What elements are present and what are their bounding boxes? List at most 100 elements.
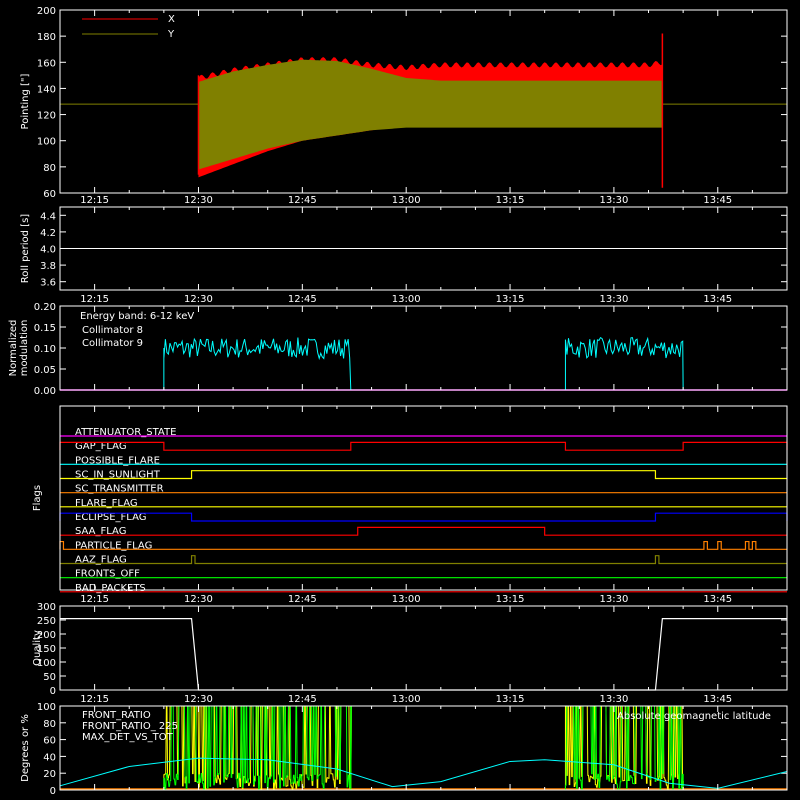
flag-label-5: FLARE_FLAG [75,498,138,509]
y-tick-label-4-5: 250 [37,616,56,627]
y-tick-label-2-4: 0.20 [34,302,56,313]
y-axis-label-0: Pointing ["] [20,73,31,129]
flag-label-0: ATTENUATOR_STATE [75,427,176,438]
x-tick-label-2: 12:45 [288,694,317,705]
y-axis-label-2a: Normalized [8,320,19,377]
y-tick-label-0-7: 200 [37,6,56,17]
y-tick-label-5-0: 0 [50,786,56,797]
x-tick-label-5: 13:30 [599,294,628,305]
panel-frame-4 [59,605,788,691]
legend-y-label: Y [167,29,175,40]
x-tick-label-1: 12:30 [184,294,213,305]
y-tick-label-5-1: 20 [43,769,56,780]
y-tick-label-0-2: 100 [37,137,56,148]
flag-label-7: SAA_FLAG [75,526,126,537]
y-tick-label-4-4: 200 [37,630,56,641]
panel-frame-2 [59,305,788,391]
y-tick-label-0-5: 160 [37,58,56,69]
y-tick-label-0-4: 140 [37,84,56,95]
flag-label-4: SC_TRANSMITTER [75,484,164,495]
y-tick-label-2-0: 0.00 [34,386,56,397]
legend-max-det: MAX_DET_VS_TOT [82,732,174,743]
x-tick-label-4: 13:15 [496,594,525,605]
flag-line-3 [60,470,787,480]
panel-frame-5 [59,705,788,791]
x-tick-label-5: 13:30 [599,195,628,206]
legend-geomagnetic-latitude: Absolute geomagnetic latitude [617,711,771,722]
x-tick-label-0: 12:15 [80,694,109,705]
flag-label-8: PARTICLE_FLAG [75,540,152,551]
x-tick-label-0: 12:15 [80,195,109,206]
legend-front-ratio-225: FRONT_RATIO_ 225 [82,721,178,732]
x-tick-label-4: 13:15 [496,294,525,305]
y-tick-label-0-6: 180 [37,32,56,43]
flag-label-9: AAZ_FLAG [75,555,127,566]
y-tick-label-4-3: 150 [37,644,56,655]
x-tick-label-6: 13:45 [703,694,732,705]
flag-line-6 [59,512,788,522]
x-tick-label-5: 13:30 [599,694,628,705]
y-tick-label-2-1: 0.05 [34,365,56,376]
y-axis-label-2: modulation [19,320,30,377]
y-tick-label-1-0: 3.6 [40,278,56,289]
legend-collimator-9: Collimator 9 [82,338,143,349]
x-tick-label-1: 12:30 [184,694,213,705]
flag-line-8 [59,540,787,550]
legend-x-label: X [168,14,175,25]
energy-band-label: Energy band: 6-12 keV [80,311,194,322]
y-tick-label-4-6: 300 [37,602,56,613]
x-tick-label-1: 12:30 [184,195,213,206]
legend-front-ratio: FRONT_RATIO [82,710,151,721]
x-tick-label-6: 13:45 [703,294,732,305]
y-tick-label-2-3: 0.15 [34,323,56,334]
y-axis-label-3: Flags [32,485,43,511]
flag-label-6: ECLIPSE_FLAG [75,512,146,523]
y-tick-label-4-2: 100 [37,658,56,669]
x-tick-label-4: 13:15 [496,694,525,705]
y-tick-label-5-4: 80 [43,719,56,730]
collimator-8-segment-0 [163,337,352,391]
y-tick-label-0-1: 80 [43,163,56,174]
x-tick-label-3: 13:00 [392,195,421,206]
y-tick-label-5-3: 60 [43,736,56,747]
legend-collimator-8: Collimator 8 [82,325,143,336]
y-tick-label-0-0: 60 [43,189,56,200]
y-tick-label-0-3: 120 [37,111,56,122]
y-tick-label-2-2: 0.10 [34,344,56,355]
geomagnetic-latitude-line [59,757,788,789]
collimator-8-segment-1 [564,336,684,391]
x-tick-label-5: 13:30 [599,594,628,605]
y-axis-label-1: Roll period [s] [20,214,31,283]
x-tick-label-3: 13:00 [392,694,421,705]
x-tick-label-0: 12:15 [80,294,109,305]
flag-line-7 [60,526,787,536]
y-tick-label-1-3: 4.2 [40,228,56,239]
y-tick-label-5-5: 100 [37,702,56,713]
x-tick-label-3: 13:00 [392,294,421,305]
y-axis-label-4: Quality [32,630,43,666]
flag-line-9 [60,555,787,565]
x-tick-label-0: 12:15 [80,594,109,605]
x-tick-label-4: 13:15 [496,195,525,206]
flag-label-10: FRONTS_OFF [75,569,140,580]
panel-frame-3 [59,405,788,591]
flag-label-11: BAD_PACKETS [75,583,146,594]
y-tick-label-1-4: 4.4 [40,211,56,222]
y-tick-label-4-0: 0 [50,686,56,697]
x-tick-label-6: 13:45 [703,594,732,605]
quality-line [60,618,787,691]
panel-frame-0 [59,9,788,194]
x-tick-label-2: 12:45 [288,294,317,305]
flag-label-3: SC_IN_SUNLIGHT [75,470,161,481]
x-tick-label-1: 12:30 [184,594,213,605]
x-tick-label-2: 12:45 [288,594,317,605]
flag-label-2: POSSIBLE_FLARE [75,455,160,466]
y-tick-label-1-2: 4.0 [40,245,56,256]
series-y-band [198,59,663,170]
y-tick-label-5-2: 40 [43,752,56,763]
x-tick-label-3: 13:00 [392,594,421,605]
x-tick-label-6: 13:45 [703,195,732,206]
flag-line-1 [59,441,788,451]
x-tick-label-2: 12:45 [288,195,317,206]
